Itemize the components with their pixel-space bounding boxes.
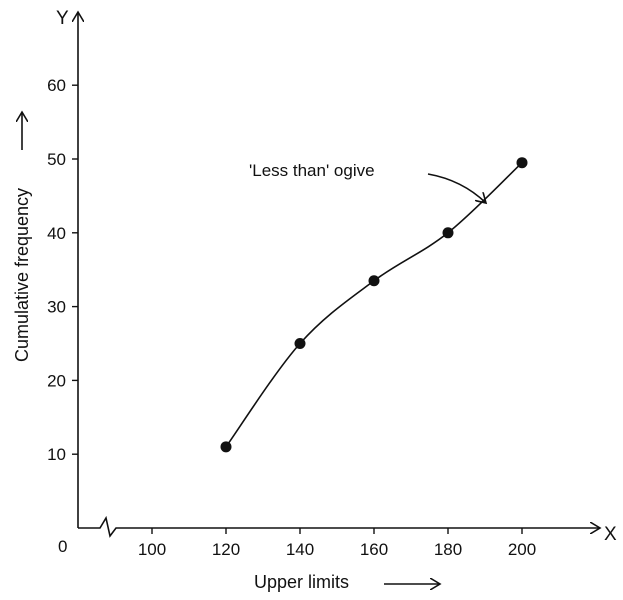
ogive-annotation-label: 'Less than' ogive [249, 161, 375, 180]
y-axis-title-group: Cumulative frequency [12, 188, 32, 362]
y-tick-label: 40 [47, 224, 66, 243]
ogive-curve [225, 162, 523, 448]
y-tick-label: 50 [47, 150, 66, 169]
x-axis-title: Upper limits [254, 572, 349, 592]
data-point [220, 441, 232, 453]
x-tick-label: 180 [434, 540, 462, 559]
y-tick-label: 20 [47, 371, 66, 390]
annotation-arrow [427, 173, 486, 203]
y-tick-label: 30 [47, 298, 66, 317]
data-point [516, 157, 528, 169]
data-point [368, 275, 380, 287]
x-ticks: 100 120 140 160 180 200 [138, 528, 536, 559]
x-tick-label: 120 [212, 540, 240, 559]
y-ticks: 10 20 30 40 50 60 [47, 76, 78, 464]
x-axis-letter: X [604, 524, 617, 545]
y-tick-label: 10 [47, 445, 66, 464]
data-point [294, 338, 306, 349]
y-axis-letter: Y [56, 8, 69, 29]
data-points [220, 157, 528, 453]
x-tick-label: 140 [286, 540, 314, 559]
y-axis-title: Cumulative frequency [12, 188, 32, 362]
x-tick-label: 160 [360, 540, 388, 559]
y-tick-label: 60 [47, 76, 66, 95]
x-axis [78, 515, 600, 538]
origin-label: 0 [58, 537, 67, 556]
x-tick-label: 100 [138, 540, 166, 559]
x-tick-label: 200 [508, 540, 536, 559]
data-point [442, 227, 454, 239]
